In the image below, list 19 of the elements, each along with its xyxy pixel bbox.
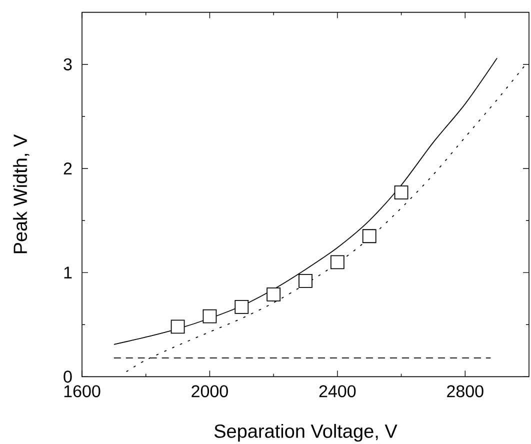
point <box>330 255 344 270</box>
point <box>266 287 281 302</box>
point <box>362 229 376 244</box>
x-tick-label: 1600 <box>64 385 100 398</box>
y-axis-title: Peak Width, V <box>13 134 30 254</box>
x-tick-label: 2400 <box>319 385 356 398</box>
x-tick-label: 2800 <box>447 385 484 398</box>
y-tick-label: 3 <box>64 58 72 70</box>
y-tick-label: 1 <box>64 266 72 278</box>
x-tick-label: 2000 <box>192 385 228 398</box>
x-axis-title: Separation Voltage, V <box>214 424 398 442</box>
y-tick-label: 2 <box>64 162 72 174</box>
y-tick-label: 0 <box>64 370 72 383</box>
point <box>298 274 312 288</box>
line-series <box>113 58 498 345</box>
point <box>202 309 217 324</box>
point <box>234 300 249 314</box>
point <box>394 185 408 200</box>
point <box>170 320 185 334</box>
